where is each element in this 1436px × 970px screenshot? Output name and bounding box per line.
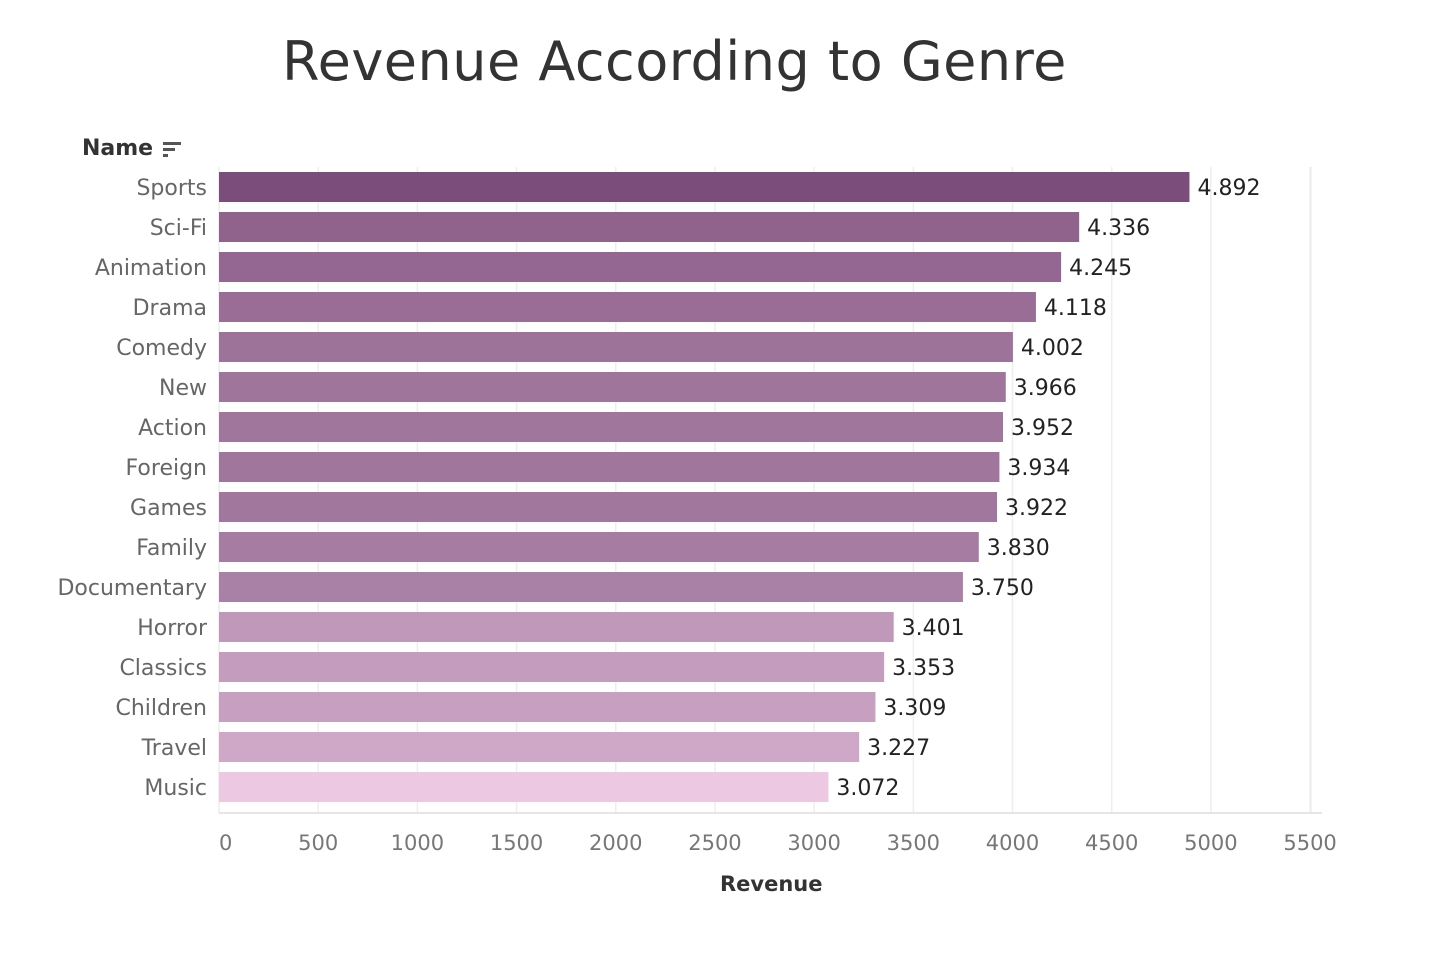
bar-children <box>219 692 876 722</box>
bar-comedy <box>219 332 1013 362</box>
value-label-classics: 3.353 <box>892 656 955 681</box>
bar-new <box>219 372 1006 402</box>
value-label-games: 3.922 <box>1005 496 1068 521</box>
category-label-classics: Classics <box>119 656 207 681</box>
value-label-drama: 4.118 <box>1044 296 1107 321</box>
value-label-action: 3.952 <box>1011 416 1074 441</box>
x-tick-label-4500: 4500 <box>1085 831 1138 855</box>
x-tick-label-1000: 1000 <box>391 831 444 855</box>
x-axis-title: Revenue <box>720 872 823 896</box>
value-label-travel: 3.227 <box>867 736 930 761</box>
value-label-music: 3.072 <box>836 776 899 801</box>
category-label-animation: Animation <box>95 256 207 281</box>
sort-descending-icon[interactable] <box>161 138 183 160</box>
value-label-family: 3.830 <box>987 536 1050 561</box>
bar-music <box>219 772 829 802</box>
bar-games <box>219 492 998 522</box>
row-header-label: Name <box>82 136 154 161</box>
x-tick-label-1500: 1500 <box>490 831 543 855</box>
bar-action <box>219 412 1003 442</box>
x-tick-label-3000: 3000 <box>787 831 840 855</box>
category-label-horror: Horror <box>137 616 208 641</box>
value-label-children: 3.309 <box>883 696 946 721</box>
bar-drama <box>219 292 1036 322</box>
bar-classics <box>219 652 885 682</box>
category-label-games: Games <box>130 496 207 521</box>
bar-foreign <box>219 452 1000 482</box>
bar-sports <box>219 172 1190 202</box>
x-tick-label-3500: 3500 <box>887 831 940 855</box>
category-label-children: Children <box>115 696 207 721</box>
value-label-sports: 4.892 <box>1197 176 1260 201</box>
x-tick-label-0: 0 <box>219 831 232 855</box>
category-label-family: Family <box>136 536 207 561</box>
value-label-foreign: 3.934 <box>1007 456 1070 481</box>
x-tick-label-5500: 5500 <box>1283 831 1336 855</box>
bar-horror <box>219 612 894 642</box>
category-label-drama: Drama <box>133 296 207 321</box>
category-label-comedy: Comedy <box>116 336 207 361</box>
value-label-new: 3.966 <box>1014 376 1077 401</box>
chart-title: Revenue According to Genre <box>282 30 1067 93</box>
x-tick-label-500: 500 <box>298 831 338 855</box>
value-label-sci-fi: 4.336 <box>1087 216 1150 241</box>
category-label-travel: Travel <box>141 736 207 761</box>
x-tick-label-2000: 2000 <box>589 831 642 855</box>
x-tick-label-2500: 2500 <box>688 831 741 855</box>
value-label-horror: 3.401 <box>902 616 965 641</box>
x-tick-label-5000: 5000 <box>1184 831 1237 855</box>
category-label-new: New <box>159 376 207 401</box>
bar-sci-fi <box>219 212 1080 242</box>
category-label-sci-fi: Sci-Fi <box>150 216 207 241</box>
value-label-animation: 4.245 <box>1069 256 1132 281</box>
value-label-comedy: 4.002 <box>1021 336 1084 361</box>
value-label-documentary: 3.750 <box>971 576 1034 601</box>
category-label-action: Action <box>138 416 207 441</box>
bar-animation <box>219 252 1062 282</box>
row-header[interactable]: Name <box>82 136 183 161</box>
bar-family <box>219 532 979 562</box>
category-label-foreign: Foreign <box>126 456 207 481</box>
bar-travel <box>219 732 860 762</box>
x-tick-label-4000: 4000 <box>986 831 1039 855</box>
category-label-sports: Sports <box>136 176 207 201</box>
category-label-music: Music <box>144 776 207 801</box>
bar-documentary <box>219 572 963 602</box>
category-label-documentary: Documentary <box>57 576 207 601</box>
